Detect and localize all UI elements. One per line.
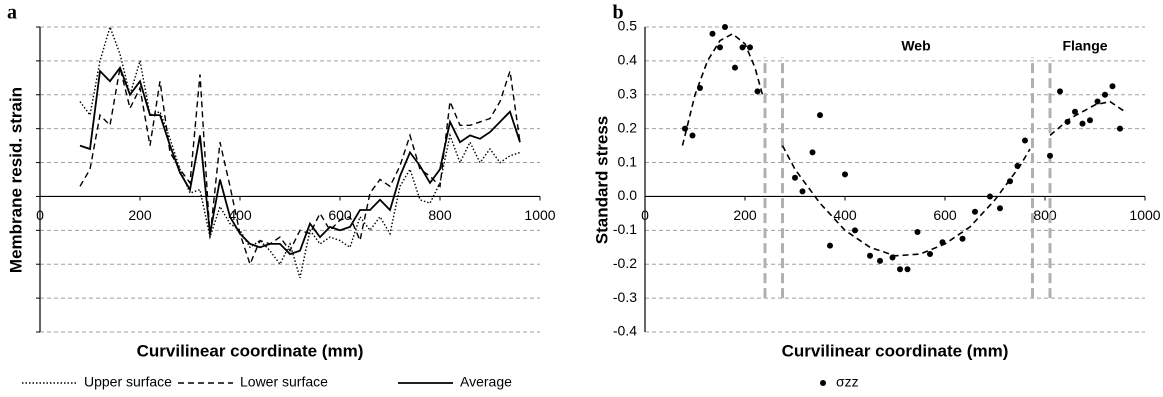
- y-tick-label: -0.3: [613, 289, 637, 305]
- x-tick-label: 800: [1033, 207, 1057, 223]
- data-point: [1022, 137, 1028, 144]
- y-tick-label: -0.4: [613, 323, 637, 339]
- data-point: [1109, 83, 1116, 90]
- x-tick-label: 800: [428, 207, 452, 223]
- y-tick-label: -0.2: [613, 255, 637, 271]
- data-point: [739, 44, 746, 51]
- data-point: [889, 254, 896, 261]
- annotation: Flange: [1062, 38, 1107, 54]
- y-tick-label: 0.4: [618, 52, 638, 68]
- y-axis-title: Membrane resid. strain: [6, 87, 25, 273]
- x-tick-label: 200: [733, 207, 757, 223]
- y-tick-label: 0.5: [618, 18, 638, 34]
- legend-label: σzz: [836, 374, 859, 390]
- x-tick-label: 1000: [1129, 207, 1160, 223]
- data-point: [852, 227, 858, 234]
- data-point: [972, 208, 978, 215]
- data-point: [1117, 125, 1123, 132]
- data-point: [842, 171, 848, 178]
- annotation: Web: [901, 38, 930, 54]
- data-point: [754, 88, 761, 95]
- x-tick-label: 0: [641, 207, 649, 223]
- trend-line: [681, 32, 1126, 257]
- data-point: [1057, 88, 1063, 95]
- data-point: [904, 266, 911, 273]
- data-point: [709, 30, 716, 37]
- x-tick-label: 600: [933, 207, 957, 223]
- y-tick-label: 0.3: [618, 85, 638, 101]
- x-tick-label: 600: [328, 207, 352, 223]
- data-point: [1102, 91, 1108, 98]
- data-point: [914, 229, 921, 236]
- data-point: [682, 125, 688, 132]
- data-point: [689, 132, 696, 139]
- data-point: [987, 193, 993, 200]
- data-point: [809, 149, 816, 156]
- panel-label: a: [7, 2, 17, 24]
- data-point: [1047, 152, 1053, 159]
- data-point: [1007, 178, 1013, 185]
- data-point: [959, 235, 966, 242]
- legend-label: Upper surface: [84, 374, 172, 390]
- x-tick-label: 400: [833, 207, 857, 223]
- data-point: [722, 24, 728, 30]
- legend-label: Average: [460, 374, 512, 390]
- data-point: [799, 188, 806, 195]
- y-tick-label: 0.0: [618, 187, 638, 203]
- data-point: [732, 64, 738, 71]
- data-line: [79, 67, 521, 267]
- data-point: [817, 112, 823, 119]
- x-tick-label: 200: [128, 207, 152, 223]
- data-point: [867, 252, 873, 259]
- data-point: [697, 85, 703, 91]
- x-tick-label: 400: [228, 207, 252, 223]
- data-point: [1087, 117, 1093, 124]
- data-point: [997, 205, 1003, 212]
- y-tick-label: -0.1: [613, 221, 637, 237]
- data-point: [1072, 108, 1078, 115]
- data-point: [939, 239, 946, 246]
- data-point: [1079, 120, 1086, 127]
- data-point: [1014, 162, 1021, 169]
- x-tick-label: 0: [36, 207, 44, 223]
- data-point: [927, 251, 933, 258]
- data-point: [1094, 98, 1101, 105]
- x-tick-label: 1000: [524, 207, 555, 223]
- data-point: [827, 242, 833, 249]
- x-axis-title: Curvilinear coordinate (mm): [137, 341, 364, 360]
- y-tick-label: 0.1: [618, 153, 638, 169]
- data-point: [717, 44, 723, 51]
- data-line: [79, 65, 521, 256]
- legend-label: Lower surface: [240, 374, 328, 390]
- data-point: [897, 266, 903, 273]
- data-line: [79, 24, 521, 278]
- x-axis-title: Curvilinear coordinate (mm): [782, 341, 1009, 360]
- panel-label: b: [612, 2, 623, 24]
- y-axis-title: Standard stress: [592, 116, 611, 245]
- data-point: [747, 44, 753, 51]
- data-point: [792, 174, 798, 181]
- legend-swatch: [820, 380, 826, 386]
- data-point: [877, 257, 883, 264]
- y-tick-label: 0.2: [618, 119, 638, 135]
- data-point: [1064, 118, 1071, 125]
